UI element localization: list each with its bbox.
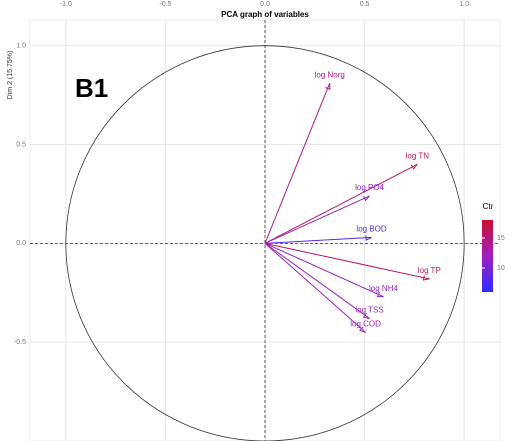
variable-label: log Norg	[315, 70, 345, 79]
arrow-head	[376, 292, 384, 298]
variable-label: log TN	[406, 151, 430, 160]
colorbar-label: 10	[497, 265, 505, 272]
legend-title: Ctr	[483, 202, 494, 211]
arrow	[264, 236, 372, 244]
x-tick-label: -1.0	[60, 1, 72, 8]
y-tick-label: -0.5	[14, 339, 26, 346]
arrow	[264, 242, 366, 333]
arrow	[264, 242, 384, 298]
arrow	[264, 163, 418, 244]
annotation: B1	[75, 73, 108, 103]
x-tick-label: -0.5	[159, 1, 171, 8]
colorbar	[482, 220, 493, 292]
variable-label: log BOD	[356, 225, 386, 234]
arrow-head	[362, 313, 370, 319]
y-tick-label: 1.0	[16, 43, 26, 50]
arrow-head	[422, 275, 430, 281]
variable-label: log TP	[418, 266, 441, 275]
variable-label: log NH4	[369, 284, 398, 293]
arrow	[264, 195, 370, 244]
arrow-head	[363, 195, 370, 202]
y-axis-label: Dim 2 (15.75%)	[7, 51, 14, 100]
variable-label: log PO4	[355, 183, 384, 192]
arrow	[264, 83, 331, 244]
arrow-head	[325, 83, 331, 90]
x-tick-label: 1.0	[459, 1, 469, 8]
x-tick-label: 0.5	[360, 1, 370, 8]
arrow-head	[365, 235, 372, 241]
variable-label: log TSS	[355, 306, 383, 315]
y-tick-label: 0.0	[16, 240, 26, 247]
arrow-head	[359, 326, 366, 333]
arrow	[264, 242, 370, 319]
x-tick-label: 0.0	[260, 1, 270, 8]
arrow	[264, 242, 430, 280]
arrow-head	[410, 163, 418, 170]
variable-label: log COD	[350, 319, 381, 328]
y-tick-label: 0.5	[16, 141, 26, 148]
chart-title: PCA graph of variables	[221, 10, 309, 19]
colorbar-label: 15	[497, 235, 505, 242]
